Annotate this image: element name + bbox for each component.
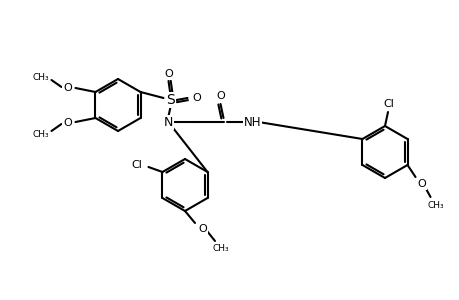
Text: CH₃: CH₃ [32,73,49,82]
Text: NH: NH [243,116,261,128]
Text: O: O [216,91,224,101]
Text: O: O [192,93,201,103]
Text: O: O [416,179,425,189]
Text: S: S [166,93,174,107]
Text: O: O [164,69,173,79]
Text: N: N [163,116,173,128]
Text: O: O [198,224,207,234]
Text: CH₃: CH₃ [212,244,229,253]
Text: Cl: Cl [383,99,393,109]
Text: O: O [63,118,72,128]
Text: CH₃: CH₃ [426,200,443,209]
Text: CH₃: CH₃ [32,130,49,139]
Text: Cl: Cl [131,160,142,170]
Text: O: O [63,83,72,93]
